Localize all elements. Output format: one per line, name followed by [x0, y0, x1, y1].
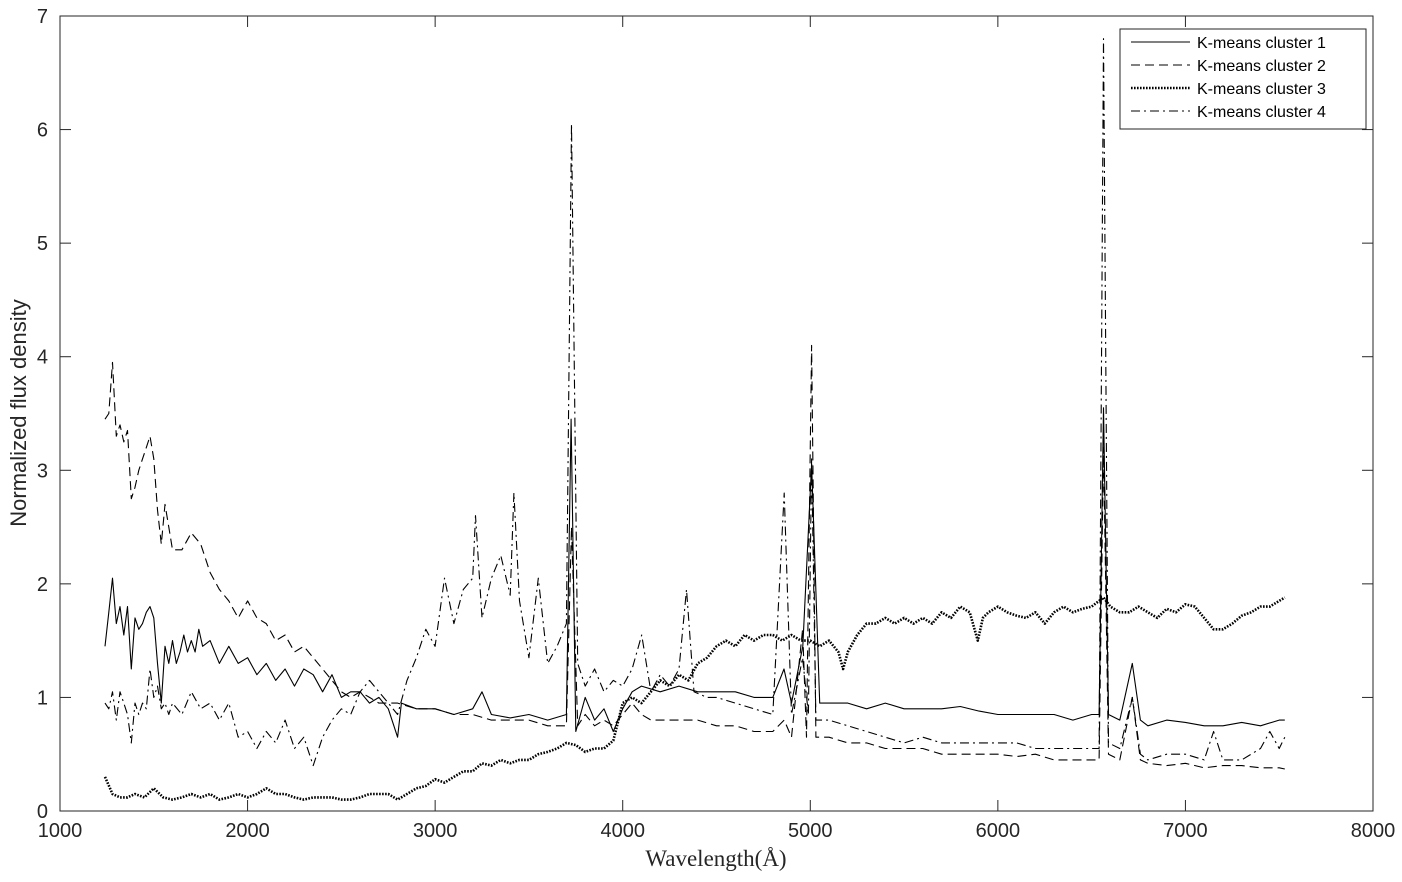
x-tick-label: 4000 — [600, 820, 645, 842]
x-tick-label: 3000 — [413, 820, 458, 842]
x-tick-label: 1000 — [38, 820, 83, 842]
y-tick-label: 1 — [37, 687, 48, 709]
series-line-2 — [104, 344, 1285, 770]
x-tick-label: 5000 — [788, 820, 833, 842]
legend-label-4: K-means cluster 4 — [1197, 104, 1326, 121]
series-line-3 — [103, 596, 1286, 801]
legend-box — [1119, 28, 1367, 130]
plot-background — [60, 16, 1373, 811]
x-tick-labels: 1000 2000 3000 4000 5000 6000 7000 8000 — [38, 820, 1396, 842]
series-line-1 — [104, 407, 1285, 738]
y-tick-label: 7 — [37, 6, 48, 28]
legend-label-1: K-means cluster 1 — [1197, 35, 1326, 52]
legend: K-means cluster 1 K-means cluster 2 K-mean… — [1119, 28, 1367, 130]
series-layer — [103, 38, 1286, 801]
y-tick-label: 2 — [37, 574, 48, 596]
legend-label-3: K-means cluster 3 — [1197, 81, 1326, 98]
plot-frame — [59, 15, 1374, 812]
series-line-4 — [104, 38, 1286, 767]
legend-entries: K-means cluster 1 K-means cluster 2 K-mean… — [1131, 35, 1326, 121]
x-tick-label: 6000 — [976, 820, 1021, 842]
legend-label-2: K-means cluster 2 — [1197, 58, 1326, 75]
y-axis-title: Normalized flux density — [6, 299, 31, 526]
y-tick-label: 4 — [37, 347, 48, 369]
y-tick-label: 3 — [37, 460, 48, 482]
x-tick-label: 8000 — [1351, 820, 1396, 842]
x-axis-title: Wavelength(Å) — [645, 846, 786, 871]
x-tick-label: 7000 — [1163, 820, 1208, 842]
y-tick-label: 6 — [37, 120, 48, 142]
y-tick-labels: 0 1 2 3 4 5 6 7 — [37, 6, 48, 823]
y-tick-label: 5 — [37, 233, 48, 255]
x-tick-label: 2000 — [225, 820, 270, 842]
y-tick-label: 0 — [37, 801, 48, 823]
